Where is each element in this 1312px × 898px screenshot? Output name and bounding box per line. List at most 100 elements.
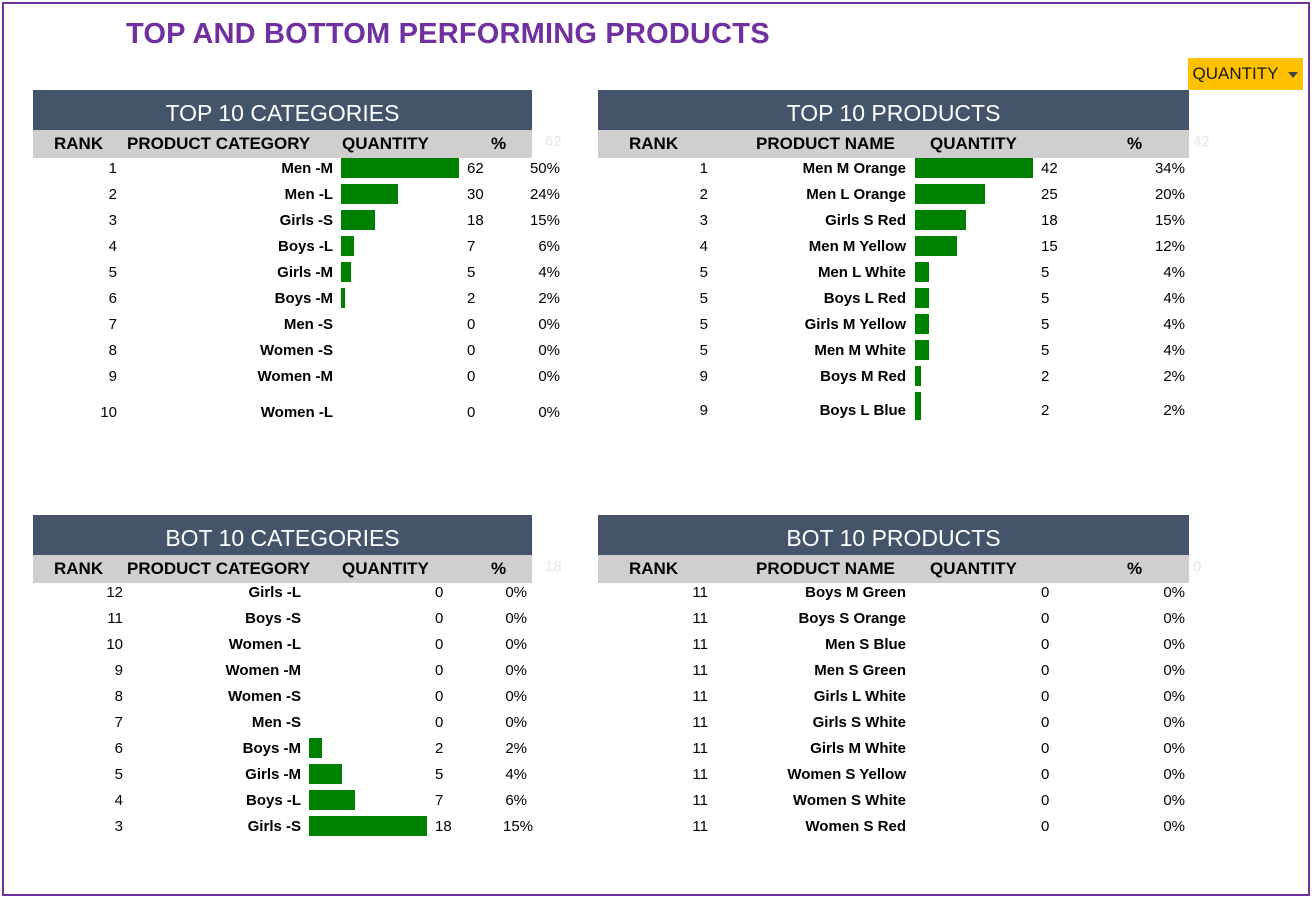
max-value-label: 42 [1193,133,1210,150]
quantity-cell: 7 [435,792,444,809]
quantity-bar [341,288,345,308]
chevron-down-icon[interactable] [1288,72,1299,78]
metric-dropdown-label: QUANTITY [1192,64,1279,83]
percent-cell: 4% [1163,290,1185,307]
quantity-bar [341,158,459,178]
table-row: 3 Girls S Red 18 15% [598,210,1189,232]
quantity-cell: 18 [467,212,484,229]
quantity-bar [915,314,929,334]
max-value-label: 0 [1193,558,1202,575]
percent-cell: 4% [505,766,527,783]
name-cell: Girls S Red [825,212,906,229]
quantity-cell: 0 [435,584,444,601]
table-row: 2 Men L Orange 25 20% [598,184,1189,206]
rank-cell: 5 [699,342,708,359]
quantity-cell: 42 [1041,160,1058,177]
table-row: 10 Women -L 0 0% [33,634,532,656]
table-row: 5 Girls M Yellow 5 4% [598,314,1189,336]
rank-cell: 11 [692,792,708,809]
rank-cell: 9 [108,368,117,385]
table-row: 11 Girls S White 0 0% [598,712,1189,734]
percent-cell: 15% [529,212,560,229]
percent-cell: 0% [1163,740,1185,757]
table-row: 3 Girls -S 18 15% [33,210,560,232]
name-cell: Women S Red [805,818,906,835]
rank-cell: 5 [699,316,708,333]
rank-cell: 5 [699,264,708,281]
rank-cell: 3 [108,212,117,229]
name-cell: Women -M [257,368,333,385]
name-cell: Women S Yellow [787,766,906,783]
percent-cell: 0% [505,662,527,679]
name-cell: Men -S [283,316,333,333]
header-rank: RANK [629,559,679,578]
quantity-cell: 0 [1041,766,1050,783]
rank-cell: 11 [692,688,708,705]
rank-cell: 11 [692,766,708,783]
header-rank: RANK [54,134,104,153]
name-cell: Women S White [792,792,906,809]
quantity-cell: 0 [1041,688,1050,705]
panel-title: TOP 10 CATEGORIES [33,90,532,130]
table-row: 11 Girls L White 0 0% [598,686,1189,708]
rank-cell: 9 [699,368,708,385]
quantity-cell: 2 [1041,402,1050,419]
quantity-bar [341,262,351,282]
max-value-label: 18 [545,558,562,575]
table-row: 5 Men M White 5 4% [598,340,1189,362]
table-row: 11 Girls M White 0 0% [598,738,1189,760]
quantity-cell: 62 [467,160,484,177]
rank-cell: 11 [692,610,708,627]
percent-cell: 0% [538,342,560,359]
table-row: 1 Men M Orange 42 34% [598,158,1189,180]
name-cell: Men M Yellow [808,238,906,255]
table-row: 4 Men M Yellow 15 12% [598,236,1189,258]
rank-cell: 9 [699,402,708,419]
table-row: 5 Boys L Red 5 4% [598,288,1189,310]
percent-cell: 2% [505,740,527,757]
name-cell: Boys L Blue [819,402,906,419]
header-name: PRODUCT CATEGORY [127,559,311,578]
quantity-bar [915,184,985,204]
percent-cell: 6% [538,238,560,255]
quantity-cell: 5 [1041,342,1050,359]
rank-cell: 2 [699,186,708,203]
quantity-bar [915,392,921,420]
metric-dropdown[interactable]: QUANTITY [1188,58,1303,90]
quantity-bar [309,816,427,836]
quantity-cell: 18 [435,818,452,835]
percent-cell: 0% [1163,636,1185,653]
header-quantity: QUANTITY [342,559,429,578]
rank-cell: 4 [699,238,708,255]
quantity-bar [309,790,355,810]
quantity-cell: 0 [467,404,476,421]
rank-cell: 1 [108,160,117,177]
percent-cell: 0% [538,368,560,385]
name-cell: Boys -M [274,290,333,307]
quantity-cell: 2 [435,740,444,757]
panel-top-10-categories: TOP 10 CATEGORIES RANK PRODUCT CATEGORY QUA… [33,90,562,430]
rank-cell: 9 [114,662,123,679]
quantity-cell: 0 [435,714,444,731]
name-cell: Girls -M [245,766,301,783]
percent-cell: 0% [1163,610,1185,627]
rank-cell: 11 [692,662,708,679]
quantity-cell: 0 [435,610,444,627]
name-cell: Boys M Green [805,584,906,601]
quantity-cell: 5 [1041,290,1050,307]
name-cell: Girls -S [279,212,333,229]
percent-cell: 0% [505,636,527,653]
rank-cell: 11 [692,714,708,731]
rank-cell: 4 [108,238,117,255]
percent-cell: 20% [1154,186,1185,203]
name-cell: Boys S Orange [798,610,906,627]
header-percent: % [491,134,507,153]
name-cell: Men -L [284,186,333,203]
percent-cell: 4% [1163,342,1185,359]
percent-cell: 2% [1163,368,1185,385]
rank-cell: 11 [692,584,708,601]
header-name: PRODUCT NAME [756,134,895,153]
table-row: 7 Men -S 0 0% [33,712,532,734]
header-quantity: QUANTITY [930,559,1017,578]
quantity-bar [915,288,929,308]
